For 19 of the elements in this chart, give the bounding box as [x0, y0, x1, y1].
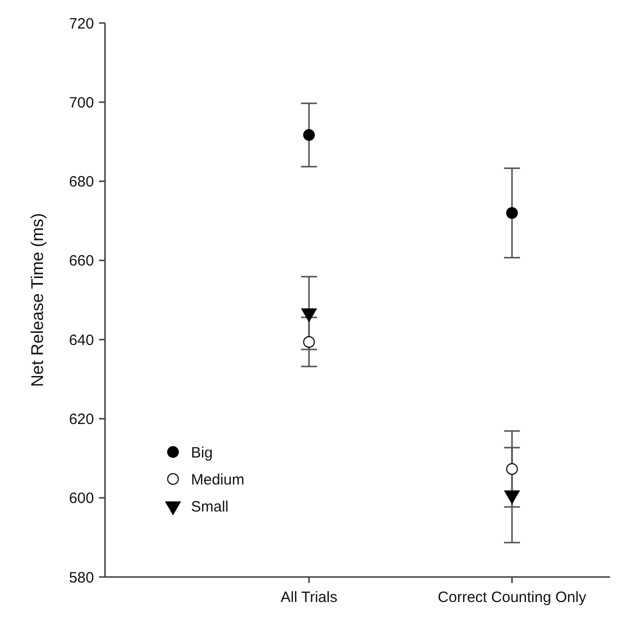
y-tick-label: 720	[68, 15, 94, 32]
legend-label: Big	[191, 444, 213, 462]
point	[504, 490, 520, 504]
y-tick-label: 620	[68, 410, 94, 428]
point	[303, 129, 315, 141]
y-tick-label: 700	[68, 94, 94, 112]
y-tick-label: 680	[68, 174, 94, 191]
y-axis-title: Net Release Time (ms)	[28, 213, 47, 387]
x-tick-label: All Trials	[280, 589, 338, 606]
y-tick-label: 660	[68, 252, 94, 270]
y-tick-label: 640	[68, 332, 94, 349]
legend-label: Small	[191, 498, 229, 516]
point	[506, 207, 518, 219]
point	[303, 336, 315, 348]
legend-label: Medium	[191, 471, 244, 488]
y-tick-label: 600	[68, 490, 94, 508]
y-tick-label: 580	[68, 569, 94, 586]
point	[506, 463, 518, 475]
x-tick-label: Correct Counting Only	[438, 589, 587, 606]
